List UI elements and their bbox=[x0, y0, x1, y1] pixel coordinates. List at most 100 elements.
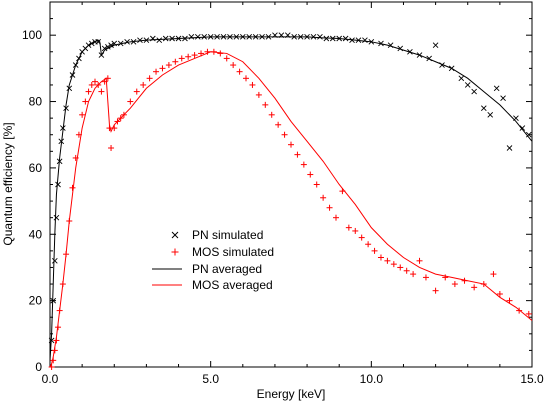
series-mos-averaged bbox=[49, 51, 533, 368]
axis-ticks bbox=[49, 1, 533, 368]
point-mos-simulated bbox=[153, 68, 160, 75]
point-pn-simulated bbox=[108, 42, 114, 48]
point-mos-simulated bbox=[69, 184, 76, 191]
point-mos-simulated bbox=[82, 98, 89, 105]
point-pn-simulated bbox=[506, 145, 513, 151]
point-pn-simulated bbox=[519, 125, 526, 131]
point-mos-simulated bbox=[255, 91, 262, 98]
point-mos-simulated bbox=[108, 145, 115, 151]
point-mos-simulated bbox=[172, 58, 179, 65]
axis-tick-labels: 0.0 5.0 10.0 15.0 0 20 40 60 80 100 bbox=[22, 28, 544, 386]
x-tick-label: 5.0 bbox=[202, 372, 219, 386]
y-tick-label: 60 bbox=[29, 161, 43, 175]
legend-item-pn-averaged: PN averaged bbox=[152, 262, 262, 276]
point-mos-simulated bbox=[268, 111, 275, 118]
x-tick-label: 15.0 bbox=[520, 372, 544, 386]
point-mos-simulated bbox=[243, 75, 250, 82]
point-mos-simulated bbox=[352, 227, 359, 234]
point-mos-simulated bbox=[377, 254, 384, 261]
point-pn-simulated bbox=[188, 34, 195, 40]
point-mos-simulated bbox=[191, 52, 198, 59]
legend-label-pn-simulated: PN simulated bbox=[192, 228, 263, 242]
point-pn-simulated bbox=[471, 88, 477, 95]
point-pn-simulated bbox=[66, 85, 73, 92]
x-tick-label: 10.0 bbox=[360, 372, 384, 386]
point-mos-simulated bbox=[471, 284, 478, 291]
point-mos-simulated bbox=[390, 261, 397, 268]
point-mos-simulated bbox=[79, 111, 86, 118]
point-mos-simulated bbox=[300, 161, 307, 168]
point-mos-simulated bbox=[288, 141, 294, 148]
point-mos-simulated bbox=[223, 55, 230, 62]
legend-item-pn-simulated: PN simulated bbox=[171, 228, 263, 242]
point-mos-simulated bbox=[178, 55, 185, 62]
point-pn-simulated bbox=[53, 214, 60, 221]
point-mos-simulated bbox=[185, 53, 192, 60]
point-mos-simulated bbox=[91, 78, 98, 85]
point-mos-simulated bbox=[320, 194, 327, 201]
point-pn-simulated bbox=[137, 37, 143, 43]
point-mos-simulated bbox=[506, 297, 513, 304]
line-mos-averaged bbox=[49, 51, 533, 368]
point-mos-simulated bbox=[48, 364, 55, 370]
point-pn-simulated bbox=[156, 37, 163, 43]
series-mos-simulated bbox=[48, 48, 532, 370]
point-pn-simulated bbox=[464, 82, 471, 88]
plot-frame bbox=[49, 1, 533, 368]
point-mos-simulated bbox=[307, 171, 314, 178]
point-pn-simulated bbox=[487, 112, 494, 118]
legend-item-mos-averaged: MOS averaged bbox=[152, 278, 273, 292]
y-tick-label: 40 bbox=[29, 227, 43, 241]
point-pn-simulated bbox=[525, 131, 532, 138]
point-mos-simulated bbox=[313, 181, 320, 188]
line-pn-averaged bbox=[49, 36, 533, 361]
point-mos-simulated bbox=[345, 224, 352, 231]
point-mos-simulated bbox=[490, 271, 497, 278]
point-mos-simulated bbox=[496, 291, 503, 297]
point-pn-simulated bbox=[362, 37, 368, 43]
point-mos-simulated bbox=[358, 234, 365, 241]
point-mos-simulated bbox=[236, 68, 243, 75]
point-mos-simulated bbox=[397, 264, 404, 271]
point-pn-simulated bbox=[50, 297, 57, 304]
point-mos-simulated bbox=[451, 281, 458, 288]
point-mos-simulated bbox=[525, 310, 532, 317]
point-mos-simulated bbox=[85, 88, 92, 95]
legend-label-pn-averaged: PN averaged bbox=[192, 262, 262, 276]
y-axis-title: Quantum efficiency [%] bbox=[1, 122, 15, 245]
point-pn-simulated bbox=[342, 35, 349, 42]
point-mos-simulated bbox=[98, 88, 105, 95]
point-mos-simulated bbox=[262, 101, 269, 108]
series-pn-simulated bbox=[48, 32, 532, 344]
legend-label-mos-averaged: MOS averaged bbox=[192, 278, 273, 292]
point-mos-simulated bbox=[332, 214, 339, 221]
point-mos-simulated bbox=[146, 75, 153, 82]
point-mos-simulated bbox=[442, 274, 449, 281]
point-pn-simulated bbox=[493, 85, 500, 92]
point-pn-simulated bbox=[432, 42, 439, 48]
point-pn-simulated bbox=[124, 39, 130, 45]
legend-marker-x-icon bbox=[171, 231, 179, 239]
point-mos-simulated bbox=[294, 151, 301, 158]
point-pn-simulated bbox=[194, 34, 201, 40]
point-pn-simulated bbox=[500, 95, 506, 102]
series-pn-averaged bbox=[49, 36, 533, 361]
point-pn-simulated bbox=[480, 105, 487, 111]
point-mos-simulated bbox=[432, 287, 439, 294]
point-mos-simulated bbox=[88, 81, 95, 88]
point-mos-simulated bbox=[249, 81, 256, 88]
point-mos-simulated bbox=[281, 131, 288, 138]
point-mos-simulated bbox=[275, 121, 282, 128]
legend-label-mos-simulated: MOS simulated bbox=[192, 245, 274, 259]
y-tick-label: 20 bbox=[29, 294, 43, 308]
point-mos-simulated bbox=[159, 65, 166, 72]
point-mos-simulated bbox=[165, 62, 172, 69]
point-mos-simulated bbox=[403, 267, 410, 274]
point-pn-simulated bbox=[105, 43, 111, 50]
x-tick-label: 0.0 bbox=[42, 372, 59, 386]
point-pn-simulated bbox=[458, 75, 465, 82]
point-pn-simulated bbox=[52, 258, 58, 264]
point-mos-simulated bbox=[140, 81, 147, 88]
legend-marker-plus-icon bbox=[171, 248, 179, 256]
